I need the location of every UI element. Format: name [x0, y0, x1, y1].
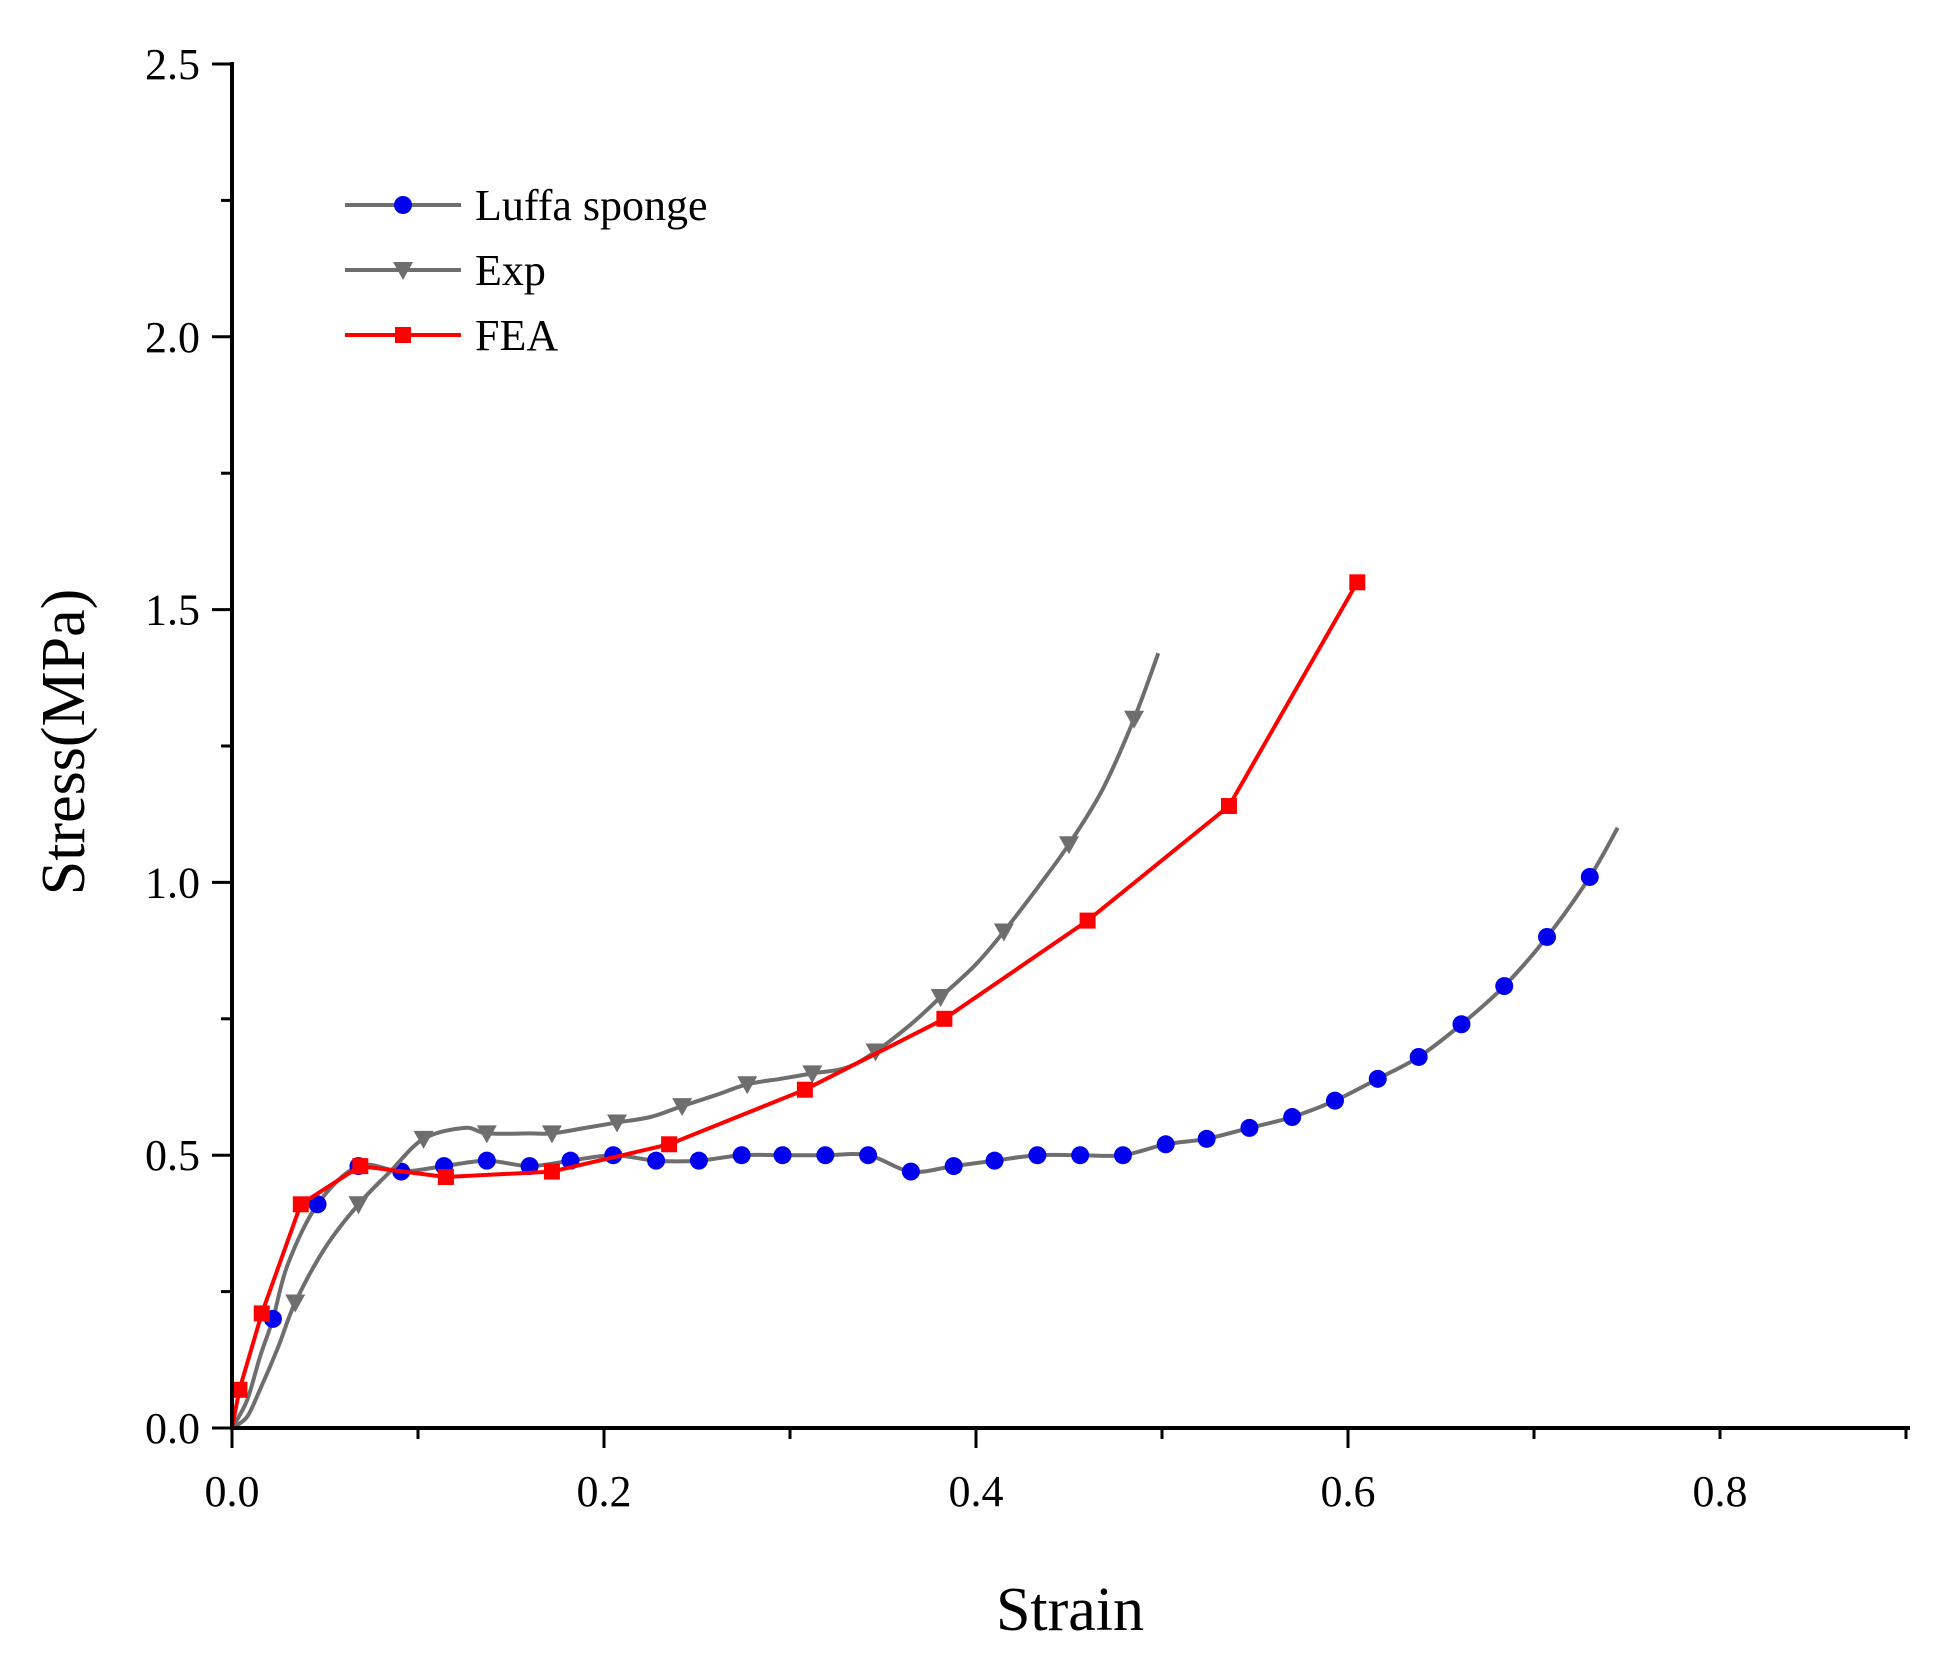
data-point-luffa-sponge [1071, 1146, 1090, 1165]
data-point-luffa-sponge [689, 1151, 708, 1170]
x-tick-label: 0.6 [1321, 1467, 1376, 1516]
data-point-fea [543, 1163, 560, 1180]
data-point-luffa-sponge [1028, 1146, 1047, 1165]
data-point-luffa-sponge [308, 1195, 327, 1214]
y-tick-label: 2.5 [145, 40, 200, 89]
data-point-luffa-sponge [1156, 1135, 1175, 1154]
data-point-exp [930, 988, 951, 1007]
x-tick-label: 0.4 [949, 1467, 1004, 1516]
data-point-fea [1349, 574, 1366, 591]
data-point-fea [1079, 912, 1096, 929]
data-point-luffa-sponge [732, 1146, 751, 1165]
y-tick-label: 0.5 [145, 1131, 200, 1180]
data-point-fea [796, 1081, 813, 1098]
axes: 0.0 0.2 0.4 0.6 0.8 0.0 0.5 1.0 1.5 2.0 2.5 [145, 40, 1910, 1516]
data-point-exp [607, 1114, 628, 1133]
data-point-luffa-sponge [859, 1146, 878, 1165]
x-ticks: 0.0 0.2 0.4 0.6 0.8 [205, 1428, 1908, 1516]
series-line-exp [230, 652, 1161, 1430]
data-point-luffa-sponge [1368, 1069, 1387, 1088]
legend-item-luffa-sponge: Luffa sponge [345, 181, 708, 230]
data-point-luffa-sponge [1197, 1129, 1216, 1148]
data-point-fea [231, 1381, 248, 1398]
legend: Luffa sponge Exp FEA [345, 181, 708, 360]
data-point-luffa-sponge [647, 1151, 666, 1170]
data-point-luffa-sponge [1409, 1047, 1428, 1066]
legend-swatch-marker [394, 196, 412, 214]
data-point-fea [1220, 798, 1237, 815]
data-point-exp [672, 1098, 693, 1117]
y-axis-title: Stress(MPa) [30, 589, 98, 896]
legend-item-fea: FEA [345, 311, 558, 360]
data-point-exp [541, 1125, 562, 1144]
series-fea [230, 574, 1366, 1429]
data-point-exp [1059, 836, 1079, 855]
legend-label: Luffa sponge [475, 181, 708, 230]
series-line-fea [230, 581, 1360, 1429]
data-point-exp [1124, 710, 1145, 729]
x-tick-label: 0.2 [577, 1467, 632, 1516]
y-tick-label: 1.0 [145, 858, 200, 907]
data-point-exp [737, 1076, 758, 1095]
legend-label: Exp [475, 246, 546, 295]
x-tick-label: 0.8 [1693, 1467, 1748, 1516]
data-point-luffa-sponge [1580, 867, 1599, 886]
data-point-fea [352, 1158, 369, 1175]
y-tick-label: 1.5 [145, 586, 200, 635]
data-point-luffa-sponge [816, 1146, 835, 1165]
data-point-luffa-sponge [1325, 1091, 1344, 1110]
y-tick-label: 2.0 [145, 313, 200, 362]
data-point-luffa-sponge [1538, 927, 1557, 946]
series-exp [230, 652, 1161, 1430]
y-ticks: 0.0 0.5 1.0 1.5 2.0 2.5 [145, 40, 232, 1453]
legend-swatch-marker [393, 262, 413, 280]
data-point-exp [285, 1294, 306, 1313]
data-point-luffa-sponge [1113, 1146, 1132, 1165]
data-point-exp [476, 1125, 497, 1144]
data-point-fea [253, 1305, 270, 1322]
data-point-fea [437, 1169, 454, 1186]
legend-item-exp: Exp [345, 246, 546, 295]
data-point-exp [348, 1196, 369, 1215]
data-point-fea [936, 1010, 953, 1027]
data-point-fea [661, 1136, 678, 1153]
data-point-exp [802, 1065, 823, 1084]
data-point-fea [292, 1196, 309, 1213]
x-axis-title: Strain [996, 1576, 1144, 1644]
y-tick-label: 0.0 [145, 1404, 200, 1453]
series-layer [230, 574, 1620, 1430]
data-point-exp [413, 1130, 434, 1149]
data-point-luffa-sponge [985, 1151, 1004, 1170]
legend-swatch-marker [395, 327, 411, 343]
data-point-luffa-sponge [901, 1162, 920, 1181]
data-point-luffa-sponge [773, 1146, 792, 1165]
legend-label: FEA [475, 311, 558, 360]
series-luffa-sponge [230, 826, 1620, 1430]
data-point-luffa-sponge [1452, 1015, 1471, 1034]
data-point-luffa-sponge [477, 1151, 496, 1170]
data-point-luffa-sponge [944, 1157, 963, 1176]
data-point-exp [993, 923, 1014, 942]
data-point-luffa-sponge [1240, 1118, 1259, 1137]
x-tick-label: 0.0 [205, 1467, 260, 1516]
data-point-luffa-sponge [1283, 1108, 1302, 1127]
data-point-luffa-sponge [1495, 977, 1514, 996]
series-line-luffa-sponge [230, 826, 1620, 1430]
